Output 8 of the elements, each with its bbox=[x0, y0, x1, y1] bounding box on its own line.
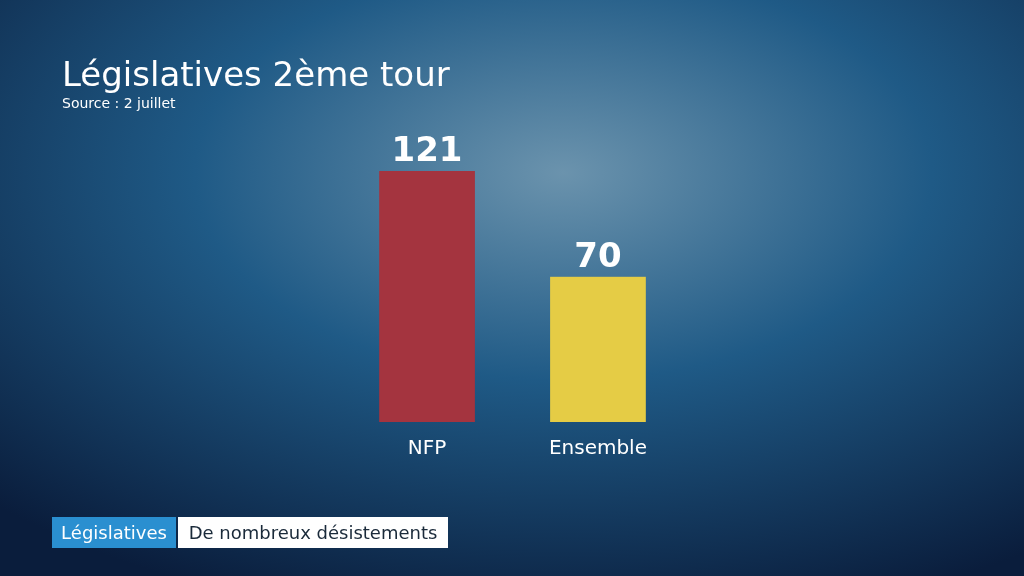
text: Législatives bbox=[61, 522, 167, 543]
x-tick-label: Ensemble bbox=[548, 435, 647, 459]
data-label: 70 bbox=[574, 234, 622, 275]
text: De nombreux désistements bbox=[188, 522, 438, 543]
data-label: 121 bbox=[391, 129, 463, 169]
text: Source : 2 juillet bbox=[62, 95, 177, 111]
chart-title: Législatives 2ème tour bbox=[62, 54, 450, 94]
x-tick-label: NFP bbox=[407, 435, 447, 459]
